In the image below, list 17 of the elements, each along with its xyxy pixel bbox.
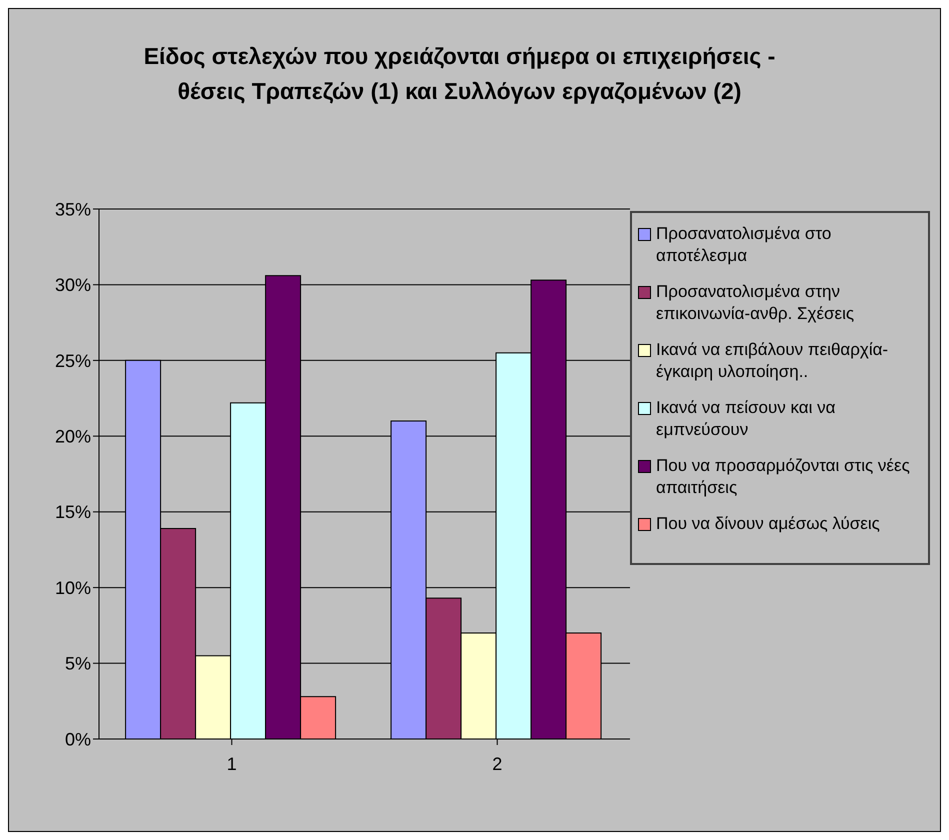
legend-label: Ικανά να επιβάλουν πειθαρχία- έγκαιρη υλοποίηση.. bbox=[656, 339, 890, 383]
y-tick-label: 20% bbox=[54, 426, 91, 447]
y-tick-label: 25% bbox=[54, 350, 91, 371]
y-tick-label: 5% bbox=[64, 654, 91, 674]
chart-title: Είδος στελεχών που χρειάζονται σήμερα οι επιχειρήσεις - θέσεις Τραπεζών (1) και Συλλόγων εργαζομένων (2) bbox=[142, 42, 776, 106]
legend-label: Προσανατολισμένα στην επικοινωνία-ανθρ. Σχέσεις bbox=[656, 281, 856, 325]
x-tick-label: 2 bbox=[492, 754, 502, 774]
y-tick-label: 30% bbox=[54, 275, 91, 296]
legend-label: Ικανά να πείσουν και να εμπνεύσουν bbox=[656, 397, 836, 441]
y-tick-label: 0% bbox=[64, 729, 91, 750]
y-tick-label: 35% bbox=[54, 199, 91, 220]
legend-label: Που να δίνουν αμέσως λύσεις bbox=[656, 513, 880, 535]
x-tick-label: 1 bbox=[226, 754, 237, 774]
y-tick-label: 15% bbox=[54, 502, 91, 522]
y-tick-label: 10% bbox=[54, 578, 91, 598]
legend-label: Προσανατολισμένα στο αποτέλεσμα bbox=[656, 223, 832, 267]
legend-label: Που να προσαρμόζονται στις νέες απαιτήσεις bbox=[656, 455, 911, 499]
